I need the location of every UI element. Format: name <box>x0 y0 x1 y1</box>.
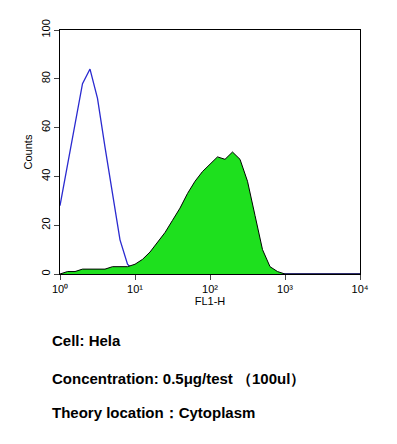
svg-text:40: 40 <box>40 169 52 181</box>
svg-text:FL1-H: FL1-H <box>195 295 226 307</box>
svg-text:Counts: Counts <box>22 134 34 169</box>
svg-text:Theory location：Cytoplasm: Theory location：Cytoplasm <box>52 404 255 421</box>
svg-text:Cell: Hela: Cell: Hela <box>52 332 121 349</box>
svg-text:0: 0 <box>40 269 52 275</box>
svg-text:10⁴: 10⁴ <box>352 283 369 295</box>
svg-text:10⁰: 10⁰ <box>52 283 68 295</box>
svg-text:60: 60 <box>40 120 52 132</box>
svg-text:80: 80 <box>40 71 52 83</box>
svg-text:10¹: 10¹ <box>127 283 143 295</box>
svg-text:20: 20 <box>40 217 52 229</box>
svg-text:10²: 10² <box>202 283 218 295</box>
svg-text:Concentration: 0.5μg/test （100: Concentration: 0.5μg/test （100ul） <box>52 370 305 387</box>
svg-text:10³: 10³ <box>277 283 293 295</box>
svg-text:100: 100 <box>40 19 52 37</box>
